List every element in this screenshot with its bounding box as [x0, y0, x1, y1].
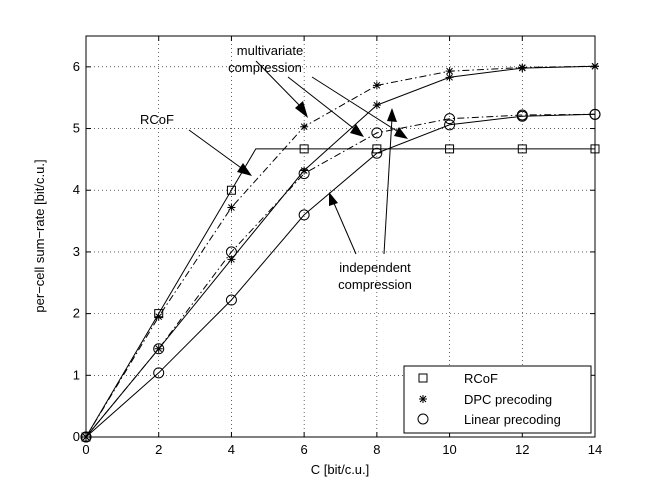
arrow-multivariate-a-head: [295, 101, 308, 118]
x-tick-label: 4: [228, 442, 235, 457]
annotation-rcof: RCoF: [140, 112, 174, 127]
y-tick-label: 2: [73, 306, 80, 321]
data-point-star: [518, 64, 527, 73]
arrow-rcof-head: [237, 163, 252, 176]
legend-marker-star: [419, 395, 427, 403]
annotation-independent-line2: compression: [338, 277, 412, 292]
legend-item-dpc: DPC precoding: [419, 392, 552, 407]
series-layer: [80, 62, 601, 443]
annotations: RCoF multivariate compression independen…: [140, 43, 412, 292]
legend-label-rcof: RCoF: [464, 371, 498, 386]
series-line-linear-precoding-independent-compression: [85, 113, 596, 438]
arrow-multivariate-c-line: [311, 76, 401, 134]
series-line-dpc-precoding-independent-compression: [85, 65, 596, 438]
y-tick-label: 3: [73, 244, 80, 259]
legend-marker-square: [418, 373, 428, 383]
arrow-independent-a-head: [329, 192, 338, 206]
x-tick-label: 0: [82, 442, 89, 457]
legend-item-rcof: RCoF: [418, 371, 498, 386]
arrow-independent-b-head: [387, 108, 397, 122]
data-point-square: [226, 185, 236, 195]
series-line-dpc-precoding-multivariate-compression: [85, 65, 596, 438]
data-point-circle: [516, 110, 528, 122]
legend-item-linear: Linear precoding: [417, 412, 561, 427]
data-point-square: [517, 144, 527, 154]
data-point-star: [300, 122, 309, 131]
data-point-star: [154, 344, 163, 353]
series-linear-precoding-independent-compression: [80, 108, 601, 443]
data-point-circle: [225, 246, 237, 258]
legend-label-linear: Linear precoding: [464, 412, 561, 427]
data-point-circle: [153, 367, 165, 379]
data-point-star: [372, 81, 381, 90]
data-point-circle: [298, 168, 310, 180]
data-point-star: [227, 203, 236, 212]
y-axis-label: per−cell sum−rate [bit/c.u.]: [32, 159, 47, 312]
arrow-multivariate-b-head: [350, 124, 364, 137]
arrow-multivariate-c-head: [394, 127, 408, 139]
x-tick-label: 10: [442, 442, 456, 457]
data-point-circle: [444, 119, 456, 131]
y-tick-label: 6: [73, 59, 80, 74]
y-tick-label: 4: [73, 182, 80, 197]
data-point-square: [299, 144, 309, 154]
data-point-star: [154, 312, 163, 321]
data-point-star: [445, 73, 454, 82]
data-point-star: [445, 67, 454, 76]
legend-marker-circle: [417, 413, 429, 425]
data-point-square: [445, 144, 455, 154]
series-line-linear-precoding-multivariate-compression: [85, 113, 596, 438]
data-point-star: [300, 166, 309, 175]
arrow-independent-b-line: [383, 117, 393, 255]
x-tick-label: 8: [373, 442, 380, 457]
data-point-circle: [371, 147, 383, 159]
data-point-circle: [371, 127, 383, 139]
x-tick-label: 14: [588, 442, 602, 457]
arrow-multivariate-b-line: [287, 76, 358, 132]
annotation-multivariate-line1: multivariate: [237, 43, 303, 58]
annotation-independent-line1: independent: [339, 260, 411, 275]
x-tick-label: 12: [515, 442, 529, 457]
data-point-star: [372, 101, 381, 110]
x-tick-label: 2: [155, 442, 162, 457]
x-axis-label: C [bit/c.u.]: [311, 462, 370, 477]
data-point-circle: [225, 294, 237, 306]
data-point-circle: [298, 209, 310, 221]
legend-label-dpc: DPC precoding: [464, 392, 552, 407]
arrow-rcof-line: [188, 129, 245, 171]
legend: RCoF DPC precoding Linear precoding: [403, 365, 592, 434]
y-tick-label: 0: [73, 429, 80, 444]
x-tick-label: 6: [301, 442, 308, 457]
arrow-independent-a-line: [332, 200, 357, 255]
y-tick-label: 5: [73, 121, 80, 136]
y-tick-label: 1: [73, 367, 80, 382]
legend-box: [403, 365, 592, 434]
series-line-rcof: [85, 148, 595, 438]
arrow-multivariate-a-line: [255, 60, 305, 111]
annotation-multivariate-line2: compression: [228, 60, 302, 75]
data-point-star: [227, 255, 236, 264]
data-point-circle: [444, 113, 456, 125]
data-point-circle: [153, 343, 165, 355]
plot-frame: [85, 35, 596, 438]
